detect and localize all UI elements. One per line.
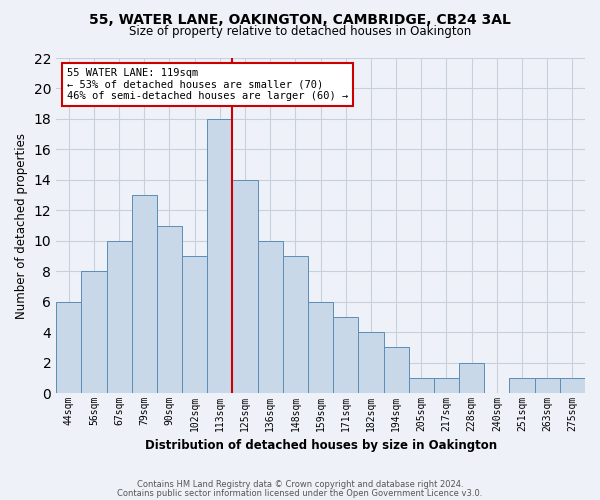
Text: Contains HM Land Registry data © Crown copyright and database right 2024.: Contains HM Land Registry data © Crown c… [137,480,463,489]
Bar [56,302,82,393]
Bar [232,180,257,393]
X-axis label: Distribution of detached houses by size in Oakington: Distribution of detached houses by size … [145,440,497,452]
Bar [409,378,434,393]
Bar [509,378,535,393]
Bar [107,241,132,393]
Bar [207,119,232,393]
Text: 55, WATER LANE, OAKINGTON, CAMBRIDGE, CB24 3AL: 55, WATER LANE, OAKINGTON, CAMBRIDGE, CB… [89,12,511,26]
Bar [459,362,484,393]
Bar [358,332,383,393]
Bar [157,226,182,393]
Bar [283,256,308,393]
Y-axis label: Number of detached properties: Number of detached properties [15,132,28,318]
Text: Size of property relative to detached houses in Oakington: Size of property relative to detached ho… [129,25,471,38]
Text: 55 WATER LANE: 119sqm
← 53% of detached houses are smaller (70)
46% of semi-deta: 55 WATER LANE: 119sqm ← 53% of detached … [67,68,348,102]
Bar [82,272,107,393]
Bar [132,195,157,393]
Bar [308,302,333,393]
Bar [257,241,283,393]
Bar [182,256,207,393]
Bar [560,378,585,393]
Text: Contains public sector information licensed under the Open Government Licence v3: Contains public sector information licen… [118,488,482,498]
Bar [535,378,560,393]
Bar [333,317,358,393]
Bar [383,348,409,393]
Bar [434,378,459,393]
